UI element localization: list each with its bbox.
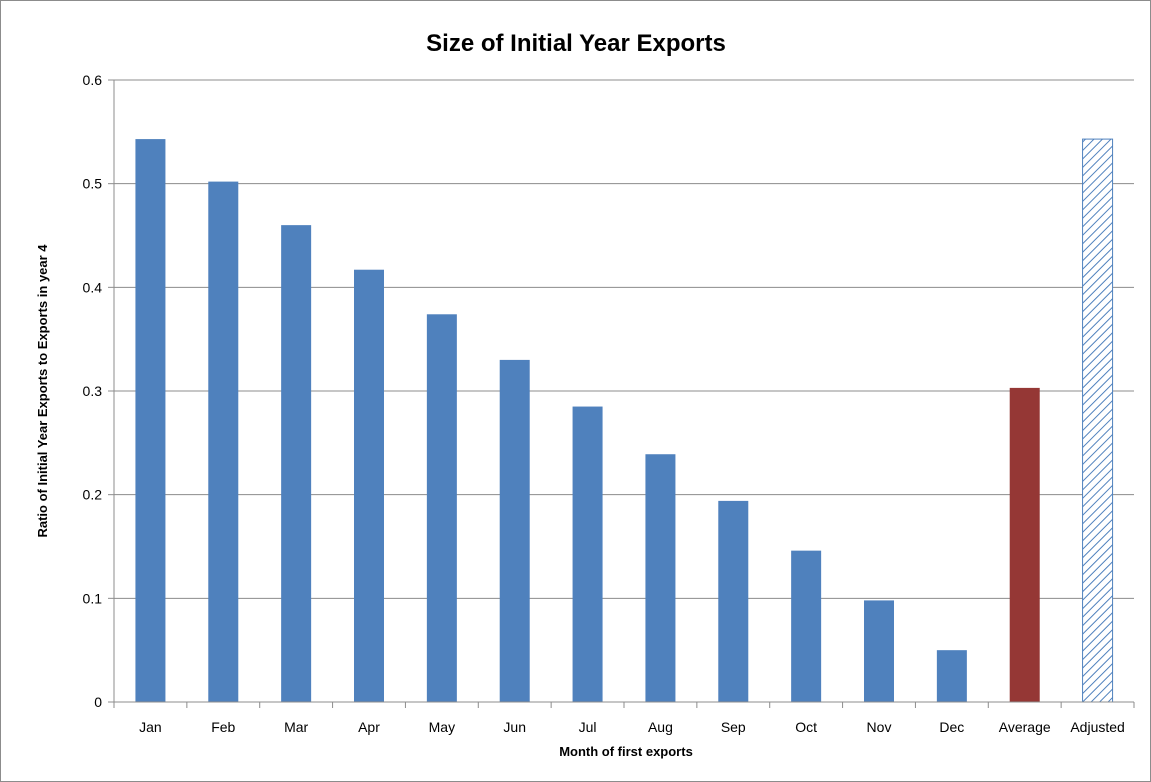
y-tick-label: 0.5 — [83, 176, 103, 192]
chart-title: Size of Initial Year Exports — [426, 30, 726, 57]
bar-mar — [281, 225, 312, 702]
x-tick-labels: Jan Feb Mar Apr May Jun Jul Aug Sep Oct Nov Dec Aver… — [139, 719, 1125, 735]
bar-sep — [718, 500, 749, 702]
bar-oct — [791, 550, 822, 702]
y-tick-label: 0.3 — [83, 383, 103, 399]
x-tick-label: Feb — [211, 719, 235, 735]
x-tick-label: Jul — [579, 719, 597, 735]
bar-jul — [572, 406, 603, 702]
bar-nov — [864, 600, 894, 702]
bar-adjusted — [1082, 138, 1114, 703]
x-tick-label: Oct — [795, 719, 817, 735]
y-axis-title: Ratio of Initial Year Exports to Exports… — [35, 244, 50, 538]
x-tick-label: Dec — [939, 719, 964, 735]
x-tick-label: Apr — [358, 719, 380, 735]
x-tick-label: Sep — [721, 719, 746, 735]
bar-feb — [208, 181, 239, 703]
x-tick-label: Average — [999, 719, 1051, 735]
x-tick-label: May — [429, 719, 455, 735]
bar-jun — [499, 359, 530, 702]
y-tick-labels: 0 0.1 0.2 0.3 0.4 0.5 0.6 — [83, 72, 103, 710]
bar-apr — [354, 269, 384, 702]
y-tick-label: 0.4 — [83, 279, 103, 295]
axes — [113, 80, 1134, 703]
y-tick-label: 0.1 — [83, 590, 103, 606]
bars — [135, 138, 1114, 703]
x-axis-title: Month of first exports — [559, 744, 693, 759]
y-tick-label: 0 — [94, 694, 102, 710]
x-tick-label: Aug — [648, 719, 673, 735]
x-tick-label: Adjusted — [1070, 719, 1124, 735]
bar-dec — [936, 650, 967, 702]
bar-aug — [645, 454, 676, 702]
bar-jan — [135, 139, 166, 703]
x-tick-label: Mar — [284, 719, 308, 735]
y-tick-label: 0.6 — [83, 72, 103, 88]
x-tick-label: Jun — [503, 719, 526, 735]
y-tick-label: 0.2 — [83, 487, 103, 503]
x-tick-label: Nov — [867, 719, 892, 735]
x-tick-label: Jan — [139, 719, 162, 735]
bar-may — [426, 314, 457, 702]
gridlines — [108, 79, 1135, 708]
bar-average — [1009, 387, 1040, 702]
